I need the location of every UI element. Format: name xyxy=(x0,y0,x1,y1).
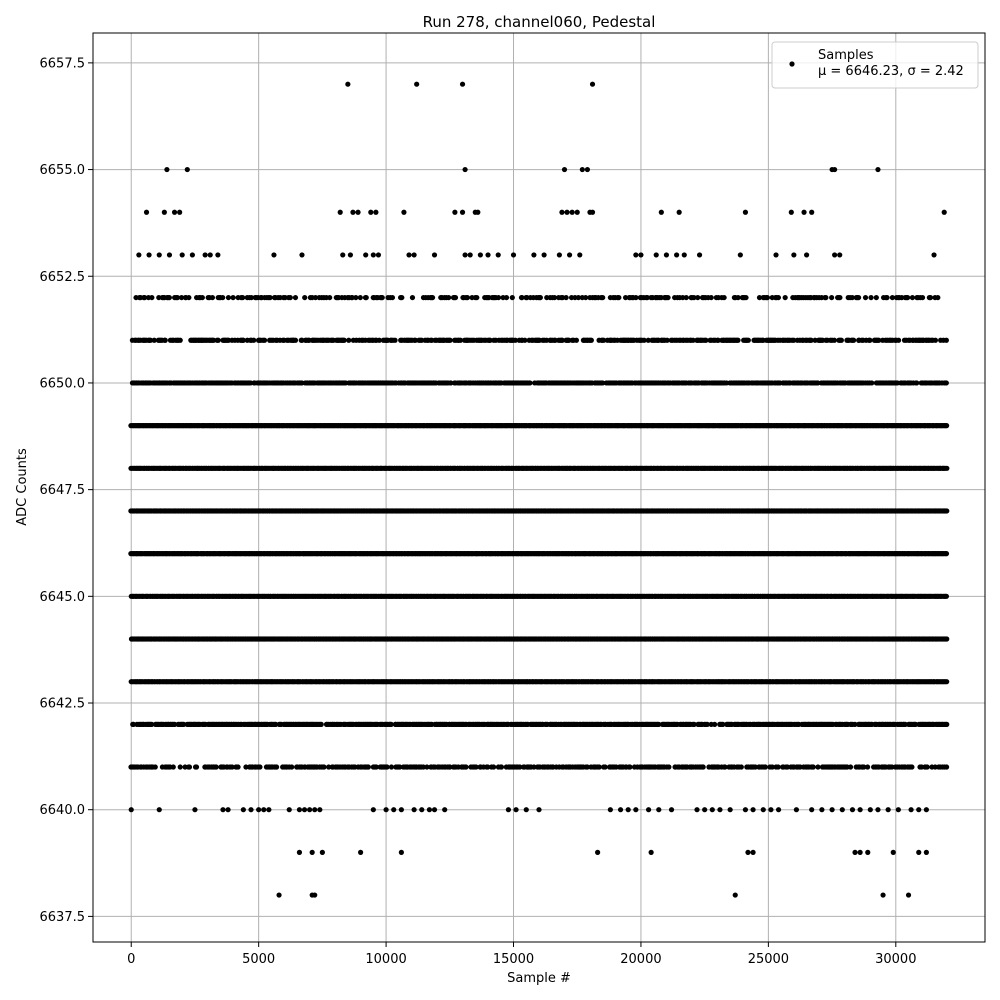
data-point xyxy=(273,721,279,727)
grid-lines xyxy=(93,33,985,942)
data-point xyxy=(485,764,491,770)
data-point xyxy=(944,764,950,770)
data-point xyxy=(463,764,469,770)
data-point xyxy=(584,764,590,770)
data-point xyxy=(289,764,295,770)
data-point xyxy=(943,551,950,557)
data-point xyxy=(170,764,176,770)
data-point xyxy=(257,764,263,770)
data-point xyxy=(498,764,505,770)
data-point xyxy=(318,721,324,727)
data-point xyxy=(769,764,775,770)
data-point xyxy=(924,764,930,770)
data-point xyxy=(235,764,241,770)
data-point xyxy=(627,764,633,770)
data-point xyxy=(424,764,430,770)
data-point xyxy=(944,721,950,727)
data-point xyxy=(720,721,726,727)
data-point xyxy=(274,764,280,770)
data-point xyxy=(700,764,706,770)
data-point xyxy=(243,764,249,770)
data-point xyxy=(152,764,158,770)
data-point xyxy=(365,764,371,770)
data-point xyxy=(666,764,672,770)
data-point xyxy=(229,764,235,770)
data-point xyxy=(704,721,710,727)
data-point xyxy=(186,764,193,770)
data-point xyxy=(775,764,781,770)
data-point xyxy=(177,764,183,770)
data-point xyxy=(865,764,871,770)
data-point xyxy=(213,764,219,770)
data-point xyxy=(810,764,816,770)
data-points xyxy=(128,81,950,898)
data-point xyxy=(326,764,332,770)
data-point xyxy=(762,764,769,770)
data-point xyxy=(909,764,915,770)
data-point xyxy=(712,721,718,727)
data-point xyxy=(181,721,187,727)
data-point xyxy=(944,679,950,685)
data-point xyxy=(473,764,479,770)
data-point xyxy=(691,721,697,727)
data-point xyxy=(596,764,602,770)
data-point xyxy=(397,764,403,770)
data-point xyxy=(943,593,950,599)
data-point xyxy=(944,636,950,642)
data-point xyxy=(321,764,327,770)
data-point xyxy=(491,764,497,770)
data-point xyxy=(388,721,394,727)
data-point xyxy=(722,764,728,770)
chart-title: Run 278, channel060, Pedestal xyxy=(423,13,656,31)
data-point xyxy=(656,721,662,727)
data-point xyxy=(149,721,155,727)
data-point xyxy=(384,764,390,770)
data-point xyxy=(517,764,523,770)
data-point xyxy=(944,508,950,514)
data-point xyxy=(847,764,854,770)
data-point xyxy=(373,764,379,770)
data-point xyxy=(861,764,867,770)
data-point xyxy=(602,764,608,770)
data-point xyxy=(388,764,395,770)
data-point xyxy=(852,721,858,727)
data-point xyxy=(738,764,744,770)
data-point xyxy=(193,764,200,770)
data-point xyxy=(815,764,821,770)
